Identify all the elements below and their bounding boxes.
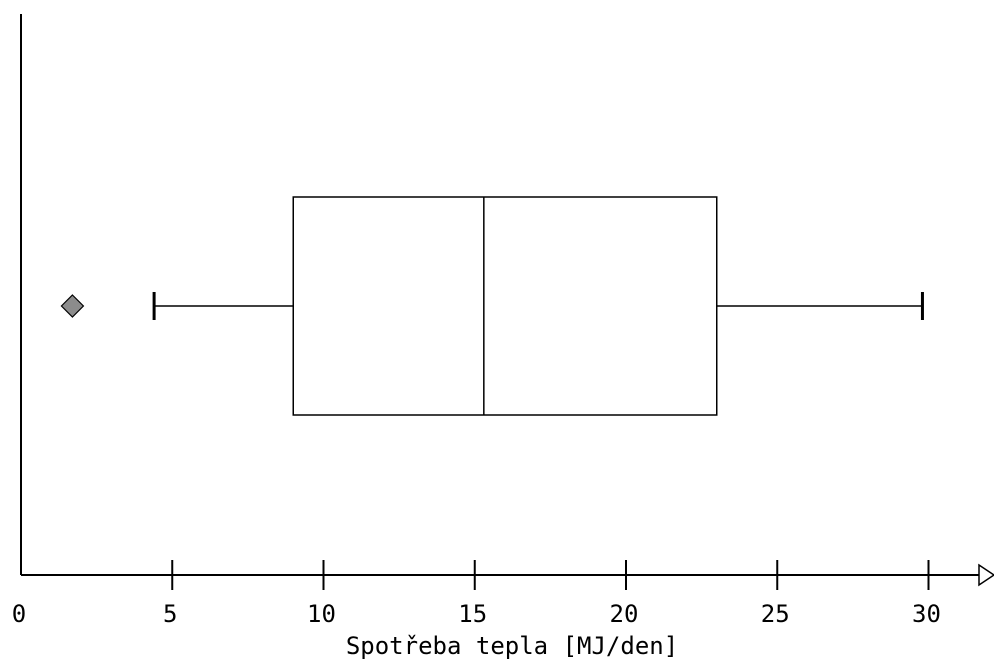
x-tick-label: 25	[761, 600, 790, 628]
x-tick-label: 20	[610, 600, 639, 628]
x-tick-label: 15	[458, 600, 487, 628]
x-tick-label: 0	[12, 600, 26, 628]
x-tick-label: 5	[163, 600, 177, 628]
box-plot-series	[60, 196, 924, 416]
outlier-point	[60, 294, 85, 318]
x-axis-title: Spotřeba tepla [MJ/den]	[346, 632, 678, 660]
x-tick-label: 10	[307, 600, 336, 628]
interquartile-box	[292, 196, 718, 416]
x-axis-arrow-icon	[978, 563, 994, 587]
x-tick-label: 30	[912, 600, 941, 628]
x-axis-ticks: 0 5 10 15 20 25 30	[12, 560, 941, 628]
